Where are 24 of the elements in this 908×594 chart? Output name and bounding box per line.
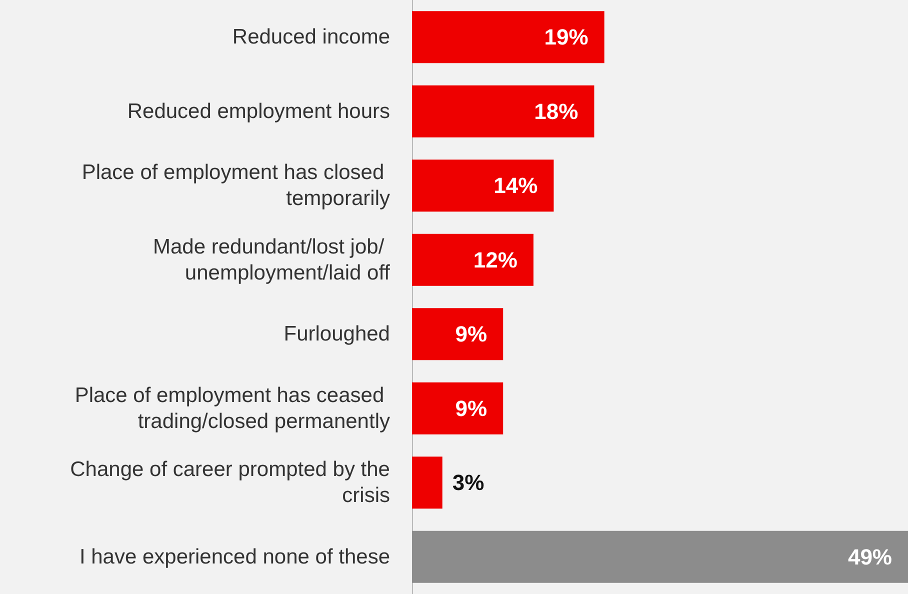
y-tick-label: Change of career prompted by the crisis (70, 458, 390, 508)
y-tick-label: Place of employment has ceased trading/closed permanently (74, 384, 390, 433)
data-label: 3% (452, 470, 484, 496)
y-tick-label: Made redundant/lost job/ unemployment/laid off (153, 235, 390, 284)
data-label: 9% (455, 396, 488, 421)
bar (412, 530, 908, 583)
y-tick-label: Reduced employment hours (127, 100, 390, 123)
bar (412, 11, 604, 64)
bar (412, 382, 504, 434)
bar (412, 160, 554, 212)
y-tick-label: Furloughed (284, 322, 390, 346)
y-tick-label: I have experienced none of these (79, 545, 390, 568)
data-label: 49% (848, 544, 892, 570)
data-label: 12% (473, 247, 518, 272)
data-label: 18% (534, 98, 578, 124)
data-label: 9% (455, 322, 488, 347)
bar (412, 456, 442, 509)
bar (412, 234, 534, 286)
bar (412, 308, 504, 360)
bar (412, 85, 594, 138)
data-label: 19% (544, 24, 588, 50)
y-tick-label: Place of employment has closed temporarily (82, 161, 390, 210)
data-label: 14% (494, 173, 538, 198)
y-tick-label: Reduced income (232, 26, 390, 49)
